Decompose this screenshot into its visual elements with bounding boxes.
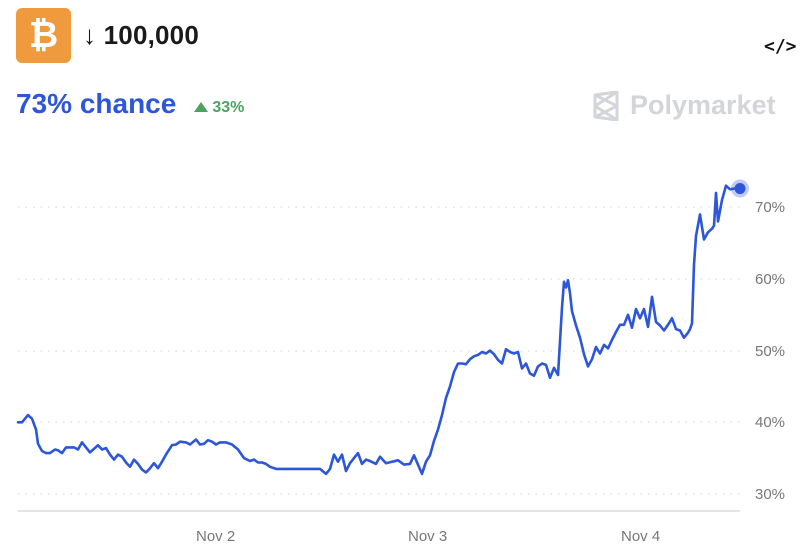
market-title: ↓ 100,000: [83, 19, 200, 50]
y-axis-labels: 70% 60% 50% 40% 30%: [755, 199, 785, 503]
y-tick-label: 40%: [755, 414, 785, 431]
y-tick-label: 70%: [755, 199, 785, 216]
y-tick-label: 30%: [755, 486, 785, 503]
y-tick-label: 50%: [755, 343, 785, 360]
brand-name: Polymarket: [630, 90, 776, 120]
polymarket-logo-icon: [593, 90, 619, 121]
embed-code-icon[interactable]: </>: [764, 36, 797, 57]
bitcoin-icon: ₿: [16, 7, 71, 63]
change-value: 33%: [212, 99, 245, 116]
chance-summary: 73% chance 33%: [16, 88, 244, 120]
polymarket-logo: Polymarket: [592, 90, 776, 121]
change-badge: 33%: [194, 99, 244, 117]
x-axis-labels: Nov 2 Nov 3 Nov 4: [196, 528, 660, 545]
x-tick-label: Nov 4: [621, 528, 660, 545]
market-header: ₿ ↓ 100,000: [16, 7, 200, 63]
x-tick-label: Nov 3: [408, 528, 447, 545]
chance-value: 73% chance: [16, 88, 177, 119]
y-tick-label: 60%: [755, 271, 785, 288]
x-tick-label: Nov 2: [196, 528, 235, 545]
triangle-up-icon: [194, 102, 209, 112]
probability-line: [16, 184, 736, 476]
gridlines: [18, 206, 740, 495]
current-point-marker[interactable]: [734, 183, 746, 195]
bitcoin-symbol: ₿: [28, 15, 59, 56]
